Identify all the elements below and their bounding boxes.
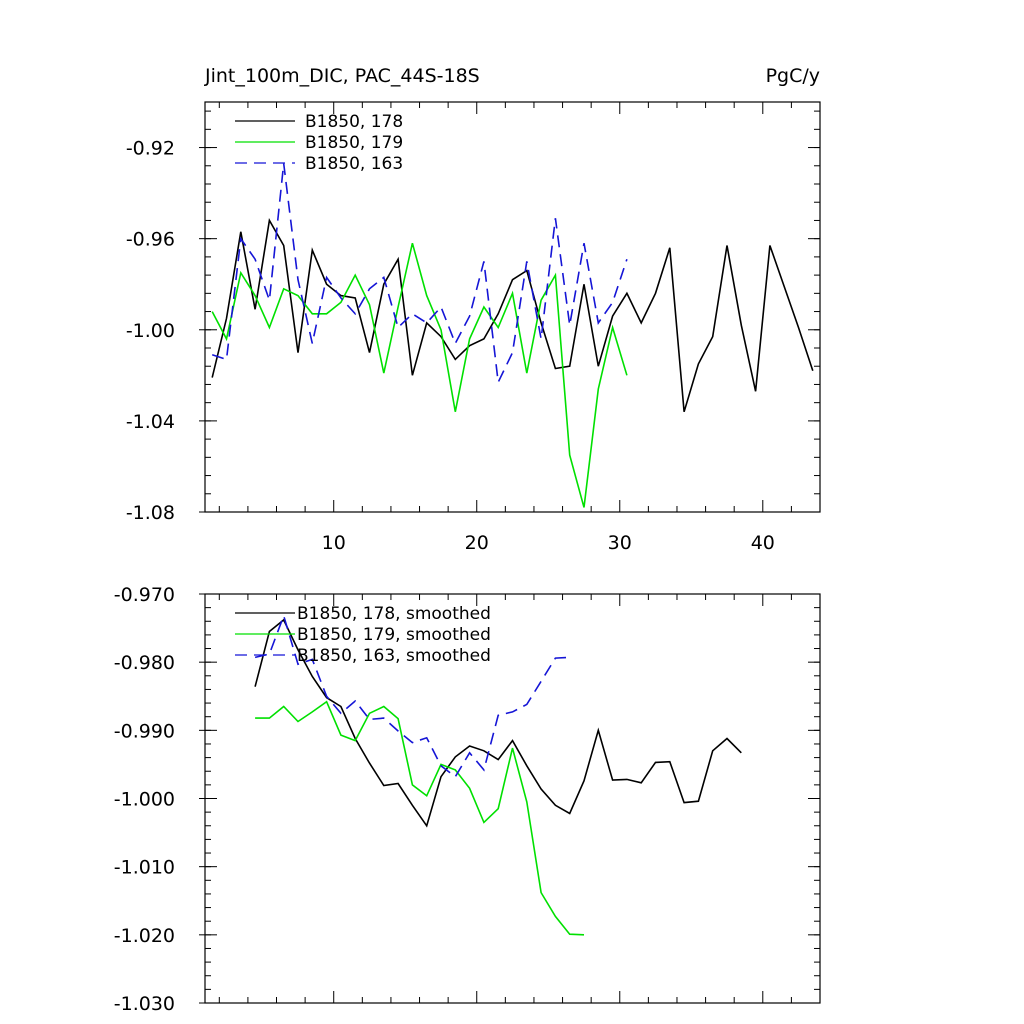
y-tick-label: -1.000	[114, 789, 175, 811]
legend-label-163: B1850, 163	[305, 154, 403, 174]
top-panel: Jint_100m_DIC, PAC_44S-18S PgC/y 10 20 30 4…	[126, 65, 821, 554]
y-tick-label: -1.00	[126, 320, 175, 342]
bottom-legend: B1850, 178, smoothed B1850, 179, smoothe…	[235, 604, 491, 666]
top-legend: B1850, 178 B1850, 179 B1850, 163	[235, 112, 403, 174]
legend-label-178-smoothed: B1850, 178, smoothed	[297, 604, 491, 624]
series-line-b1850-179-smoothed	[255, 700, 585, 936]
top-series-lines	[211, 163, 814, 508]
legend-label-178: B1850, 178	[305, 112, 403, 132]
top-title-left: Jint_100m_DIC, PAC_44S-18S	[204, 65, 480, 87]
bottom-panel: -1.030 -1.020 -1.010 -1.000 -0.990 -0.980 -0.9…	[114, 584, 821, 1015]
legend-label-179: B1850, 179	[305, 133, 403, 153]
y-tick-label: -1.010	[114, 857, 175, 879]
y-tick-label: -0.970	[114, 584, 175, 606]
top-plot-frame	[204, 101, 821, 513]
y-tick-label: -1.020	[114, 925, 175, 947]
series-line-b1850-163-smoothed	[254, 613, 570, 778]
top-title-right: PgC/y	[766, 65, 820, 87]
x-tick-label: 30	[608, 532, 632, 554]
series-line-b1850-178	[211, 218, 814, 413]
series-line-b1850-163	[211, 163, 628, 386]
top-ticks: 10 20 30 40 -1.08 -1.04 -1.00 -0.96 -0.92	[126, 102, 821, 554]
bottom-ticks: -1.030 -1.020 -1.010 -1.000 -0.990 -0.980 -0.9…	[114, 584, 821, 1015]
series-line-b1850-178-smoothed	[254, 618, 742, 828]
y-tick-label: -0.990	[114, 720, 175, 742]
bottom-series-lines	[254, 613, 742, 936]
y-tick-label: -0.92	[126, 138, 175, 160]
x-tick-label: 40	[751, 532, 775, 554]
y-tick-label: -1.08	[126, 502, 175, 524]
x-tick-label: 10	[322, 532, 346, 554]
series-line-b1850-179	[211, 242, 628, 508]
legend-label-163-smoothed: B1850, 163, smoothed	[297, 646, 491, 666]
y-tick-label: -1.04	[126, 411, 175, 433]
legend-label-179-smoothed: B1850, 179, smoothed	[297, 625, 491, 645]
x-tick-label: 20	[465, 532, 489, 554]
y-tick-label: -0.96	[126, 229, 175, 251]
y-tick-label: -0.980	[114, 652, 175, 674]
y-tick-label: -1.030	[114, 993, 175, 1015]
